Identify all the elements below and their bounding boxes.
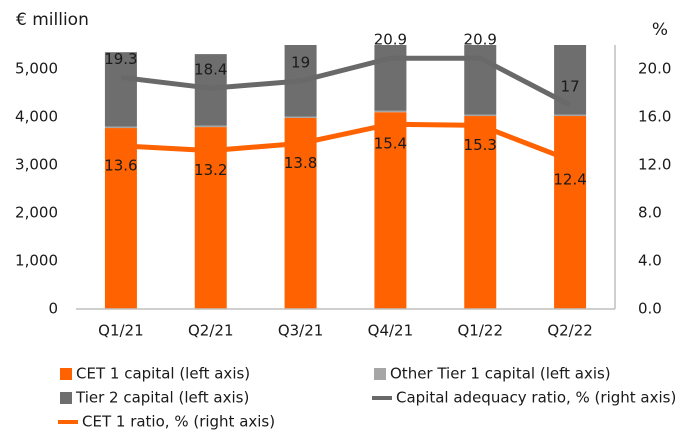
bar xyxy=(464,116,497,309)
bar xyxy=(194,125,227,128)
y2-tick-label: 4.0 xyxy=(638,252,662,270)
data-label: 19 xyxy=(291,54,310,72)
line xyxy=(120,55,572,108)
y2-tick-label: 16.0 xyxy=(638,108,671,126)
legend-label: CET 1 capital (left axis) xyxy=(76,365,250,383)
data-label: 19.3 xyxy=(104,50,137,68)
x-tick-label: Q4/21 xyxy=(368,322,414,340)
y-tick-label: 4,000 xyxy=(15,108,58,126)
legend-swatch xyxy=(60,368,72,380)
y-tick-label: 0 xyxy=(48,300,58,318)
data-label: 17 xyxy=(561,78,580,96)
bar xyxy=(194,127,227,309)
data-label: 15.3 xyxy=(464,136,497,154)
data-label: 13.2 xyxy=(194,161,227,179)
y2-tick-label: 20.0 xyxy=(638,60,671,78)
bar xyxy=(374,110,407,113)
data-label: 18.4 xyxy=(194,61,227,79)
data-label: 12.4 xyxy=(553,171,586,189)
data-label: 13.6 xyxy=(104,156,137,174)
bar xyxy=(374,112,407,309)
y-tick-label: 5,000 xyxy=(15,60,58,78)
bar xyxy=(284,116,317,118)
y-tick-label: 1,000 xyxy=(15,252,58,270)
y-tick-label: 3,000 xyxy=(15,156,58,174)
y2-axis-label: % xyxy=(652,20,668,40)
bar xyxy=(374,45,407,111)
legend-label: CET 1 ratio, % (right axis) xyxy=(82,413,275,431)
bar xyxy=(464,114,497,117)
data-label: 20.9 xyxy=(464,31,497,49)
bar xyxy=(104,52,137,127)
bar xyxy=(104,126,137,129)
x-tick-label: Q2/22 xyxy=(547,322,593,340)
y2-tick-label: 12.0 xyxy=(638,156,671,174)
x-tick-label: Q1/21 xyxy=(98,322,144,340)
x-tick-label: Q2/21 xyxy=(188,322,234,340)
legend-swatch xyxy=(60,392,72,404)
legend-label: Capital adequacy ratio, % (right axis) xyxy=(396,389,676,407)
data-label: 13.8 xyxy=(284,154,317,172)
legend-label: Other Tier 1 capital (left axis) xyxy=(390,365,611,383)
bar xyxy=(554,114,587,117)
legend-swatch xyxy=(374,368,386,380)
line xyxy=(120,121,571,163)
bar xyxy=(284,117,317,310)
y2-tick-label: 0.0 xyxy=(638,300,662,318)
legend-label: Tier 2 capital (left axis) xyxy=(75,389,249,407)
data-label: 20.9 xyxy=(374,31,407,49)
bar xyxy=(464,45,497,115)
y2-tick-label: 8.0 xyxy=(638,204,662,222)
x-tick-label: Q3/21 xyxy=(278,322,324,340)
bar xyxy=(554,116,587,309)
y-tick-label: 2,000 xyxy=(15,204,58,222)
y-axis-label: € million xyxy=(16,10,89,30)
bar xyxy=(104,128,137,309)
data-label: 15.4 xyxy=(374,135,407,153)
x-tick-label: Q1/22 xyxy=(458,322,504,340)
